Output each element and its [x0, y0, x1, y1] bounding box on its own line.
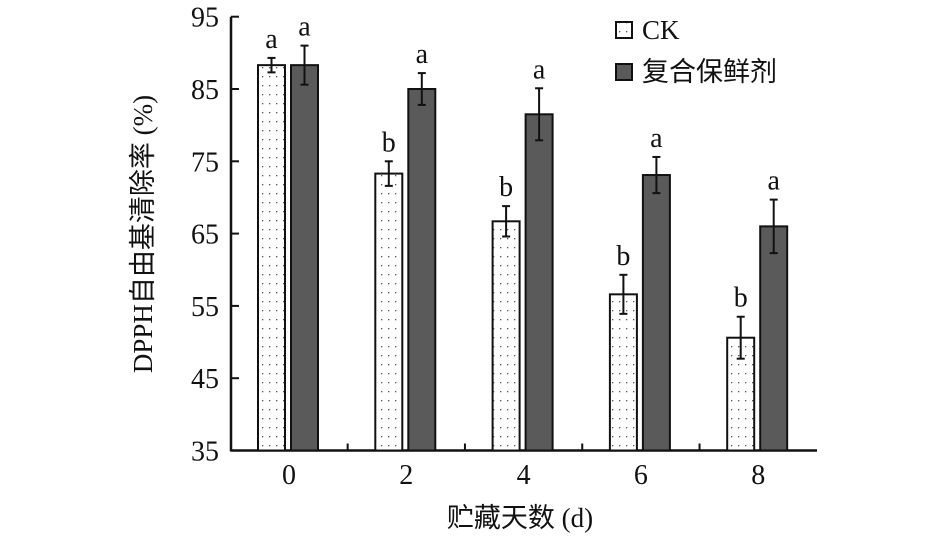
significance-label: a [298, 12, 311, 43]
significance-label: b [499, 172, 513, 203]
x-axis-label: 贮藏天数 (d) [447, 503, 593, 533]
significance-label: a [533, 54, 546, 85]
bar-composite [524, 113, 554, 452]
y-tick-label: 45 [191, 364, 219, 395]
x-tick-label: 4 [517, 460, 531, 491]
bar-composite [759, 225, 789, 452]
y-tick-label: 55 [191, 292, 219, 323]
significance-label: b [734, 283, 748, 314]
y-tick-label: 75 [191, 147, 219, 178]
significance-label: a [767, 166, 780, 197]
significance-label: b [616, 241, 630, 272]
significance-label: a [416, 39, 429, 70]
legend-label-ck: CK [642, 15, 680, 45]
y-tick-label: 85 [191, 75, 219, 106]
y-axis-label: DPPH自由基清除率 (%) [128, 95, 158, 373]
bar-composite [290, 64, 319, 452]
bar-ck [257, 64, 286, 452]
x-tick-label: 8 [751, 460, 765, 491]
bar-ck [608, 293, 638, 452]
significance-label: a [265, 24, 278, 55]
significance-label: b [382, 127, 396, 158]
x-tick-label: 6 [634, 460, 648, 491]
legend-swatch-ck [615, 21, 633, 39]
y-tick-label: 35 [191, 437, 219, 468]
bar-composite [641, 174, 671, 452]
x-tick-label: 0 [282, 460, 296, 491]
legend: CK 复合保鲜剂 [615, 15, 777, 87]
y-tick-label: 65 [191, 220, 219, 251]
bar-ck [491, 220, 521, 452]
y-tick-label: 95 [191, 3, 219, 34]
significance-label: a [650, 123, 663, 154]
legend-swatch-composite [615, 63, 633, 81]
bar-composite [407, 88, 437, 452]
legend-label-composite: 复合保鲜剂 [642, 57, 777, 87]
bar-ck [374, 172, 404, 452]
x-tick-label: 2 [399, 460, 413, 491]
